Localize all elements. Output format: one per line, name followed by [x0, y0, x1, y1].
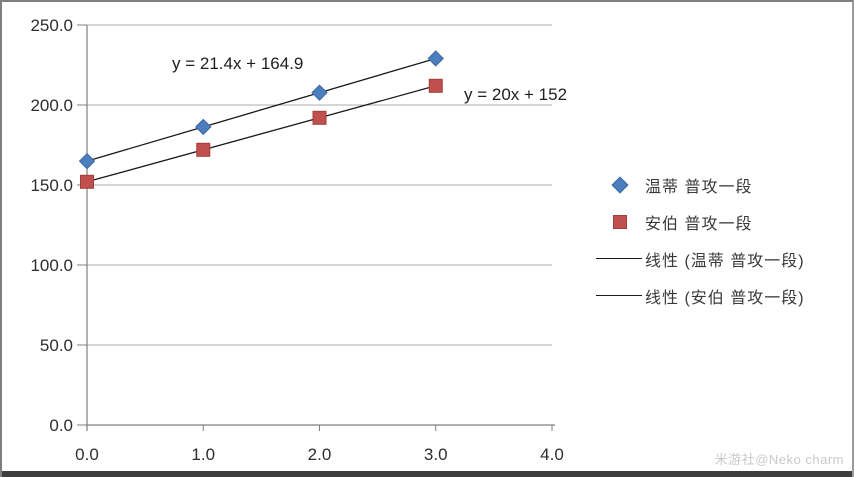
data-point-diamond-series0	[78, 152, 96, 170]
legend-item-series-0: 温蒂 普攻一段	[596, 166, 805, 203]
bottom-bar	[2, 471, 852, 477]
x-axis-tick-label: 2.0	[308, 445, 332, 464]
data-point-square-series1	[80, 174, 94, 189]
chart-legend: 温蒂 普攻一段 安伯 普攻一段线性 (温蒂 普攻一段) 线性 (安伯 普攻一段)	[596, 166, 805, 314]
blue-diamond-marker-icon	[611, 176, 628, 193]
x-axis-tick-label: 1.0	[191, 445, 215, 464]
legend-item-trendline-0: 线性 (温蒂 普攻一段)	[596, 240, 805, 277]
legend-item-series-0-label: 温蒂 普攻一段	[645, 178, 753, 196]
legend-item-series-1-label: 安伯 普攻一段	[645, 215, 753, 233]
y-axis-tick-label: 0.0	[49, 416, 73, 435]
y-axis-tick-label: 200.0	[30, 96, 73, 115]
data-point-diamond-series0	[195, 118, 212, 136]
trendline-sample-icon	[596, 258, 642, 259]
trendline-1	[86, 85, 436, 183]
y-axis-tick-label: 150.0	[30, 176, 73, 195]
watermark: 米游社@Neko charm	[714, 452, 844, 467]
x-axis-tick-label: 0.0	[75, 445, 99, 464]
red-square-marker-icon	[612, 214, 627, 229]
trendline-0	[86, 57, 436, 162]
trendline-equation-0: y = 21.4x + 164.9	[172, 54, 303, 73]
data-point-square-series1	[196, 142, 211, 157]
data-point-diamond-series0	[427, 50, 444, 67]
legend-item-trendline-1: 线性 (安伯 普攻一段)	[596, 277, 805, 314]
trendline-sample-icon	[596, 295, 642, 296]
x-axis-tick-label: 4.0	[540, 445, 564, 464]
x-axis-tick-label: 3.0	[424, 445, 448, 464]
data-point-diamond-series0	[311, 84, 328, 101]
y-axis-tick-label: 100.0	[30, 256, 73, 275]
legend-item-trendline-0-label: 线性 (温蒂 普攻一段)	[645, 252, 805, 270]
y-axis-tick-label: 250.0	[30, 16, 73, 35]
legend-item-series-1: 安伯 普攻一段	[596, 203, 805, 240]
data-point-square-series1	[312, 110, 327, 125]
y-axis-tick-label: 50.0	[40, 336, 73, 355]
trendline-equation-1: y = 20x + 152	[464, 85, 567, 104]
data-point-square-series1	[428, 78, 443, 93]
legend-item-trendline-1-label: 线性 (安伯 普攻一段)	[645, 289, 805, 307]
